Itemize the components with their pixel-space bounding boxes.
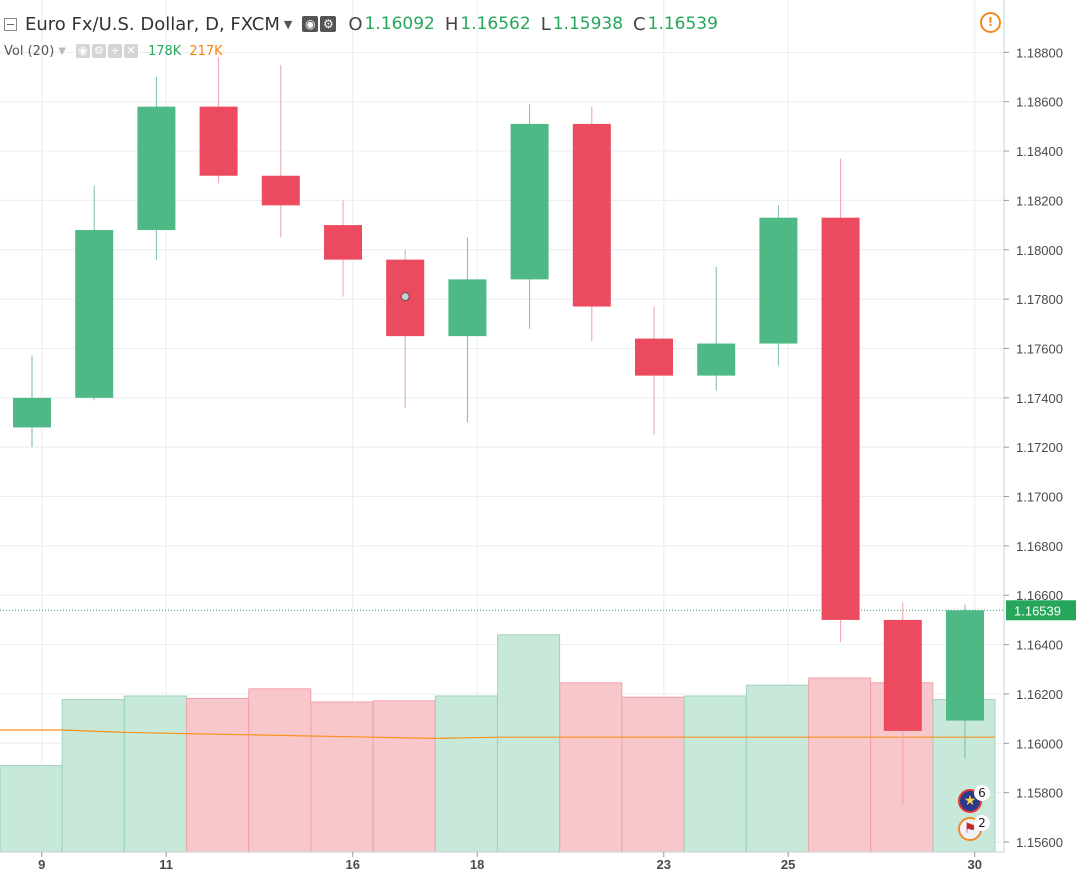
- price-scale: [1004, 0, 1076, 875]
- low-value: 1.15938: [552, 14, 624, 34]
- time-tick-label: 30: [968, 857, 982, 872]
- volume-bar: [808, 677, 872, 853]
- price-tick-label: 1.17600: [1016, 341, 1063, 356]
- volume-bar: [61, 699, 125, 853]
- candle-body: [199, 106, 238, 176]
- price-tick-label: 1.17000: [1016, 490, 1063, 505]
- chevron-down-icon[interactable]: ▼: [58, 45, 66, 57]
- candle-body: [635, 338, 673, 376]
- volume-bar: [123, 695, 187, 853]
- open-label: O: [348, 13, 363, 35]
- low-label: L: [540, 13, 551, 35]
- candle-body: [883, 619, 922, 731]
- warning-icon[interactable]: !: [980, 12, 1001, 33]
- collapse-icon[interactable]: [4, 17, 17, 31]
- price-tick-label: 1.17400: [1016, 391, 1063, 406]
- close-label: C: [633, 13, 646, 35]
- candle-body: [261, 175, 300, 206]
- price-tick-label: 1.16000: [1016, 736, 1063, 751]
- volume-bar: [621, 696, 685, 853]
- price-tick-label: 1.18200: [1016, 193, 1063, 208]
- candle-body: [697, 343, 736, 376]
- volume-bar: [683, 695, 747, 853]
- eye-icon[interactable]: ◉: [75, 44, 90, 58]
- high-value: 1.16562: [460, 14, 531, 34]
- volume-bar: [186, 697, 250, 853]
- price-tick-label: 1.15800: [1016, 786, 1063, 801]
- candle-body: [572, 123, 611, 307]
- price-tick-label: 1.18400: [1016, 144, 1063, 159]
- volume-bar: [372, 700, 436, 853]
- high-label: H: [444, 13, 459, 35]
- plus-icon[interactable]: +: [107, 44, 122, 58]
- volume-bar: [310, 701, 374, 853]
- last-price-badge: [1006, 600, 1076, 621]
- candle-body: [946, 610, 984, 721]
- volume-ma-line: [0, 729, 995, 740]
- eu-event-count: 6: [974, 785, 990, 801]
- gear-icon[interactable]: ⚙: [91, 44, 106, 58]
- series-legend: Euro Fx/U.S. Dollar, D, FXCM ▼ ◉ ⚙ O 1.1…: [4, 10, 718, 38]
- volume-bar: [434, 695, 498, 853]
- time-tick-label: 25: [781, 857, 795, 872]
- candle-body: [759, 217, 798, 344]
- time-tick-label: 18: [470, 857, 484, 872]
- chevron-down-icon[interactable]: ▼: [283, 17, 293, 31]
- close-value: 1.16539: [647, 14, 718, 34]
- price-tick-label: 1.18800: [1016, 45, 1063, 60]
- gear-icon[interactable]: ⚙: [320, 16, 337, 32]
- volume-bar: [497, 634, 561, 853]
- candle-body: [137, 106, 176, 231]
- price-tick-label: 1.16400: [1016, 638, 1063, 653]
- price-tick-label: 1.16200: [1016, 687, 1063, 702]
- candle-body: [324, 225, 362, 260]
- price-tick-label: 1.15600: [1016, 835, 1063, 850]
- price-tick-label: 1.16800: [1016, 539, 1063, 554]
- price-tick-label: 1.17800: [1016, 292, 1063, 307]
- price-tick-label: 1.16600: [1016, 588, 1063, 603]
- last-price-label: 1.16539: [1014, 603, 1061, 618]
- time-tick-label: 11: [159, 857, 173, 872]
- volume-bar: [559, 682, 623, 853]
- candle-body: [510, 123, 549, 280]
- price-tick-label: 1.18000: [1016, 243, 1063, 258]
- price-tick-label: 1.18600: [1016, 95, 1063, 110]
- candle-body: [75, 230, 114, 398]
- volume-bar: [0, 765, 63, 853]
- time-tick-label: 16: [346, 857, 360, 872]
- open-value: 1.16092: [364, 14, 435, 34]
- eye-icon[interactable]: ◉: [302, 16, 319, 32]
- us-event-count: 2: [974, 815, 990, 831]
- candle-body: [821, 217, 860, 620]
- volume-ma-value: 217K: [189, 43, 223, 59]
- candle-body: [13, 397, 51, 428]
- volume-value: 178K: [147, 43, 182, 59]
- symbol-title[interactable]: Euro Fx/U.S. Dollar, D, FXCM: [25, 13, 280, 35]
- price-tick-label: 1.17200: [1016, 440, 1063, 455]
- volume-bar: [248, 688, 312, 853]
- volume-legend: Vol (20) ▼ ◉ ⚙ + ✕ 178K 217K: [4, 42, 223, 60]
- volume-bar: [745, 684, 809, 853]
- candle-body: [448, 279, 487, 337]
- close-icon[interactable]: ✕: [123, 44, 138, 58]
- volume-label[interactable]: Vol (20): [4, 43, 55, 59]
- time-tick-label: 23: [657, 857, 671, 872]
- cursor-marker: [400, 292, 410, 302]
- time-tick-label: 9: [38, 857, 45, 872]
